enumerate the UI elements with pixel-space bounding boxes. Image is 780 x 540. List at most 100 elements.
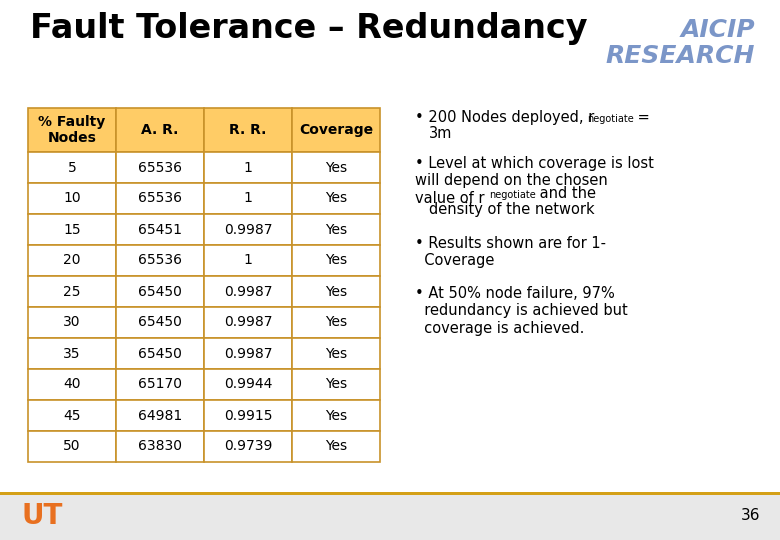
Text: Yes: Yes <box>325 285 347 299</box>
Bar <box>204 307 292 338</box>
Text: 63830: 63830 <box>138 440 182 454</box>
Bar <box>204 276 292 307</box>
Bar <box>204 108 292 152</box>
Text: Fault Tolerance – Redundancy: Fault Tolerance – Redundancy <box>30 12 587 45</box>
Bar <box>28 338 116 369</box>
Bar <box>116 214 204 245</box>
Text: 65450: 65450 <box>138 315 182 329</box>
Bar <box>204 431 292 462</box>
Bar <box>116 245 204 276</box>
Bar <box>116 338 204 369</box>
Bar <box>204 245 292 276</box>
Text: Yes: Yes <box>325 253 347 267</box>
Bar <box>116 307 204 338</box>
Text: 65450: 65450 <box>138 285 182 299</box>
Text: 65450: 65450 <box>138 347 182 361</box>
Text: Yes: Yes <box>325 315 347 329</box>
Text: Yes: Yes <box>325 347 347 361</box>
Text: 40: 40 <box>63 377 81 392</box>
Bar <box>0 492 780 495</box>
Text: 30: 30 <box>63 315 81 329</box>
Text: AICIP: AICIP <box>680 18 755 42</box>
Text: 35: 35 <box>63 347 81 361</box>
Bar <box>204 338 292 369</box>
Text: 64981: 64981 <box>138 408 182 422</box>
Bar <box>28 431 116 462</box>
Text: 65451: 65451 <box>138 222 182 237</box>
Text: =: = <box>633 110 650 125</box>
Text: A. R.: A. R. <box>141 123 179 137</box>
Bar <box>28 152 116 183</box>
Text: • Level at which coverage is lost
will depend on the chosen
value of r: • Level at which coverage is lost will d… <box>415 156 654 206</box>
Bar <box>292 338 380 369</box>
Bar <box>0 492 780 540</box>
Text: 50: 50 <box>63 440 81 454</box>
Text: 0.9944: 0.9944 <box>224 377 272 392</box>
Bar <box>28 183 116 214</box>
Text: 65170: 65170 <box>138 377 182 392</box>
Bar <box>116 183 204 214</box>
Bar <box>204 369 292 400</box>
Text: 65536: 65536 <box>138 160 182 174</box>
Text: 0.9987: 0.9987 <box>224 315 272 329</box>
Text: 0.9987: 0.9987 <box>224 285 272 299</box>
Text: RESEARCH: RESEARCH <box>605 44 755 68</box>
Bar <box>28 400 116 431</box>
Text: 10: 10 <box>63 192 81 206</box>
Text: • 200 Nodes deployed, r: • 200 Nodes deployed, r <box>415 110 594 125</box>
Bar <box>28 108 116 152</box>
Bar <box>292 183 380 214</box>
Bar <box>292 276 380 307</box>
Text: 1: 1 <box>243 192 253 206</box>
Text: Coverage: Coverage <box>299 123 373 137</box>
Text: 65536: 65536 <box>138 253 182 267</box>
Bar <box>28 276 116 307</box>
Text: 3m: 3m <box>429 126 452 141</box>
Text: Yes: Yes <box>325 160 347 174</box>
Text: 0.9987: 0.9987 <box>224 347 272 361</box>
Text: 36: 36 <box>740 509 760 523</box>
Bar <box>28 307 116 338</box>
Bar <box>292 369 380 400</box>
Text: 1: 1 <box>243 160 253 174</box>
Bar <box>28 245 116 276</box>
Text: UT: UT <box>22 502 63 530</box>
Bar <box>116 400 204 431</box>
Bar <box>116 431 204 462</box>
Bar <box>116 152 204 183</box>
Text: • Results shown are for 1-
  Coverage: • Results shown are for 1- Coverage <box>415 236 606 268</box>
Bar <box>292 400 380 431</box>
Text: 5: 5 <box>68 160 76 174</box>
Text: Yes: Yes <box>325 377 347 392</box>
Bar <box>204 183 292 214</box>
Bar <box>204 152 292 183</box>
Text: 20: 20 <box>63 253 81 267</box>
Text: Yes: Yes <box>325 192 347 206</box>
Bar <box>292 214 380 245</box>
Text: negotiate: negotiate <box>587 114 633 124</box>
Text: Yes: Yes <box>325 222 347 237</box>
Bar <box>204 400 292 431</box>
Bar <box>292 307 380 338</box>
Text: and the: and the <box>535 186 596 201</box>
Text: • At 50% node failure, 97%
  redundancy is achieved but
  coverage is achieved.: • At 50% node failure, 97% redundancy is… <box>415 286 628 336</box>
Text: 15: 15 <box>63 222 81 237</box>
Text: 1: 1 <box>243 253 253 267</box>
Bar <box>204 214 292 245</box>
Text: 0.9987: 0.9987 <box>224 222 272 237</box>
Text: R. R.: R. R. <box>229 123 267 137</box>
Bar <box>116 108 204 152</box>
Text: density of the network: density of the network <box>429 202 594 217</box>
Bar <box>292 152 380 183</box>
Bar <box>292 108 380 152</box>
Text: 0.9915: 0.9915 <box>224 408 272 422</box>
Text: 45: 45 <box>63 408 81 422</box>
Bar <box>116 276 204 307</box>
Text: Yes: Yes <box>325 408 347 422</box>
Text: 0.9739: 0.9739 <box>224 440 272 454</box>
Text: negotiate: negotiate <box>489 190 536 200</box>
Text: 25: 25 <box>63 285 81 299</box>
Bar <box>292 431 380 462</box>
Bar <box>116 369 204 400</box>
Text: 65536: 65536 <box>138 192 182 206</box>
